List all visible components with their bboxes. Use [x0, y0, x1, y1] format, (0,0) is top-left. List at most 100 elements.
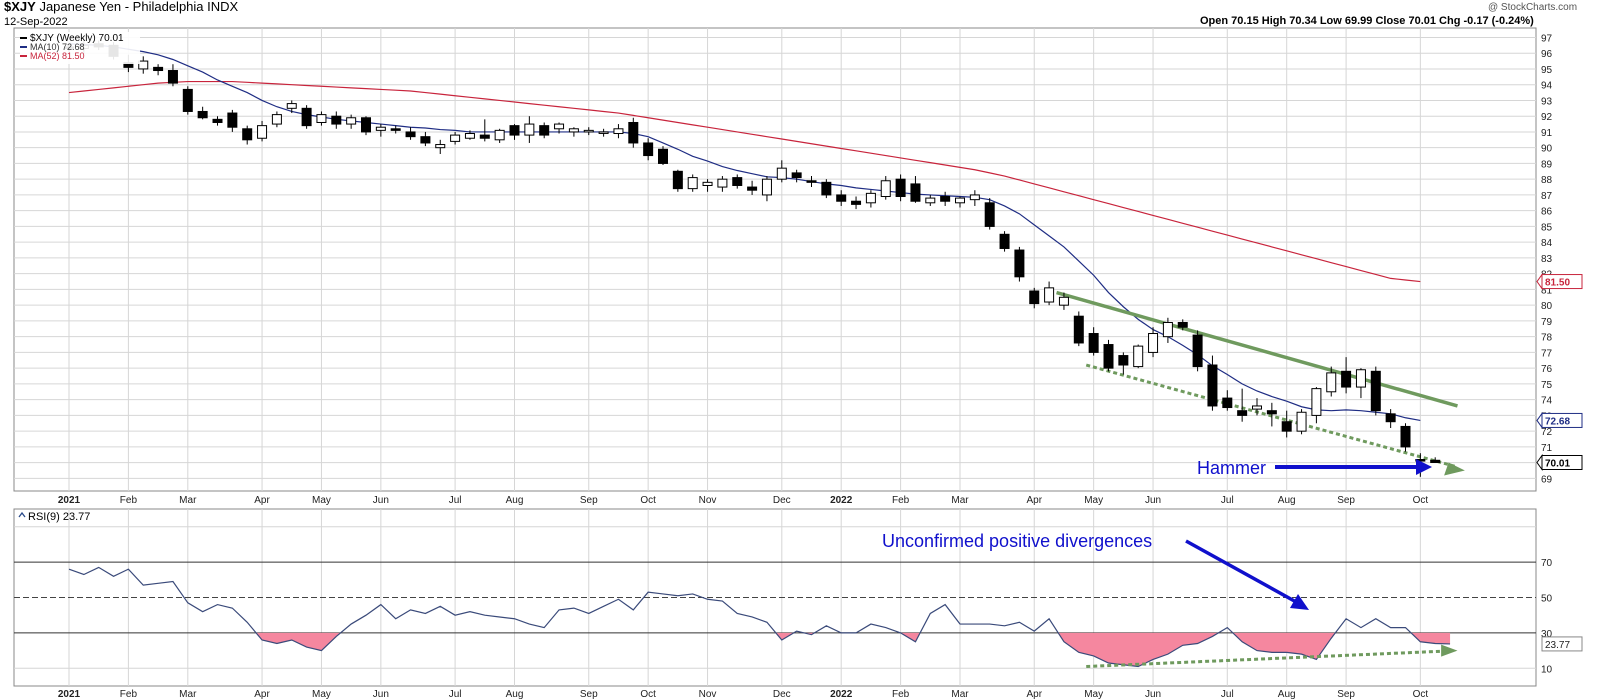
candle-body — [717, 178, 728, 188]
candle-body — [331, 115, 342, 125]
rsi-x-label: Feb — [892, 689, 910, 700]
ma52-badge: 81.50 — [1545, 278, 1570, 289]
candle-body — [598, 131, 609, 134]
ma10-badge-pointer — [1536, 411, 1543, 430]
close-badge-box — [1541, 454, 1583, 470]
legend-ma10: MA(10) 72.68 — [30, 42, 85, 52]
rsi-oversold-fill — [256, 632, 341, 651]
price-tick-label: 96 — [1541, 49, 1553, 60]
ma52-badge-box — [1541, 274, 1583, 290]
candle-body — [479, 134, 490, 139]
candle-body — [702, 181, 713, 186]
candle-body — [1400, 425, 1411, 448]
candle-body — [613, 128, 624, 135]
candle-body — [1385, 413, 1396, 423]
candle-body — [1311, 388, 1322, 416]
candle-body — [494, 129, 505, 141]
candle-body — [524, 123, 535, 136]
candle-body — [1266, 410, 1277, 415]
candle-body — [316, 114, 327, 123]
price-x-label: Jun — [1145, 495, 1161, 506]
hammer-arrowhead — [1416, 459, 1432, 475]
legend-price: $XJY (Weekly) 70.01 — [30, 33, 124, 44]
price-tick-label: 79 — [1541, 317, 1553, 328]
candle-body — [806, 180, 817, 183]
candle-body — [836, 194, 847, 202]
candle-body — [1177, 321, 1188, 328]
ma10-badge-box — [1541, 412, 1583, 428]
candle-body — [301, 107, 312, 127]
rsi-x-label: 2022 — [830, 689, 853, 700]
candle-body — [138, 60, 149, 70]
price-tick-label: 90 — [1541, 144, 1553, 155]
candle-body — [568, 128, 579, 133]
rsi-x-label: Aug — [1278, 689, 1296, 700]
rsi-legend: RSI(9) 23.77 — [28, 511, 90, 523]
price-tick-label: 89 — [1541, 159, 1553, 170]
legend-ma52: MA(52) 81.50 — [30, 51, 85, 61]
price-x-label: Jun — [373, 495, 389, 506]
candle-body — [539, 125, 550, 136]
rsi-x-label: Mar — [179, 689, 197, 700]
candle-body — [167, 70, 178, 84]
divergence-label: Unconfirmed positive divergences — [882, 531, 1152, 551]
price-x-label: Mar — [951, 495, 969, 506]
rsi-x-label: Dec — [773, 689, 791, 700]
candle-body — [346, 117, 357, 125]
price-tick-label: 71 — [1541, 443, 1553, 454]
price-x-label: Apr — [254, 495, 270, 506]
candle-body — [643, 142, 654, 157]
rsi-x-label: Sep — [580, 689, 598, 700]
candle-body — [1296, 411, 1307, 432]
price-x-label: Apr — [1026, 495, 1042, 506]
candle-body — [925, 197, 936, 204]
chart-title: $XJY Japanese Yen - Philadelphia INDX — [4, 0, 239, 14]
price-tick-label: 72 — [1541, 427, 1553, 438]
candle-body — [895, 178, 906, 198]
rsi-oversold-fill — [1058, 632, 1219, 667]
hammer-label: Hammer — [1197, 458, 1266, 478]
candle-body — [1029, 290, 1040, 305]
price-x-label: Oct — [640, 495, 656, 506]
candle-body — [984, 202, 995, 227]
rsi-legend-icon — [18, 511, 26, 518]
candle-body — [1252, 405, 1262, 410]
rsi-tick-label: 70 — [1541, 558, 1553, 569]
legend-bg — [20, 32, 140, 64]
rsi-x-label: Jul — [1221, 689, 1234, 700]
symbol: $XJY — [4, 0, 36, 14]
price-tick-label: 80 — [1541, 301, 1553, 312]
price-tick-label: 76 — [1541, 364, 1553, 375]
candle-body — [464, 133, 475, 139]
candle-body — [257, 125, 268, 139]
price-tick-label: 97 — [1541, 33, 1553, 44]
price-x-label: Mar — [179, 495, 197, 506]
candle-body — [940, 196, 951, 202]
exchange: INDX — [207, 0, 239, 14]
divergence-arrowhead — [1290, 594, 1309, 610]
candle-body — [1430, 459, 1441, 463]
candle-body — [375, 126, 386, 131]
candle-body — [880, 180, 891, 198]
price-x-label: Aug — [506, 495, 524, 506]
candle-body — [1341, 370, 1352, 388]
price-x-label: May — [1084, 495, 1103, 506]
candle-body — [554, 123, 565, 130]
price-tick-label: 87 — [1541, 191, 1553, 202]
candle-body — [776, 167, 787, 180]
candle-body — [1162, 321, 1173, 338]
candle-body — [212, 118, 223, 123]
ma52-line — [68, 80, 1421, 283]
candle-body — [1192, 334, 1203, 368]
candle-body — [821, 181, 832, 196]
candle-body — [1133, 345, 1144, 368]
price-tick-label: 85 — [1541, 222, 1553, 233]
rsi-x-label: Nov — [699, 689, 717, 700]
candle-body — [672, 170, 683, 190]
candle-body — [1058, 296, 1069, 306]
candle-body — [361, 117, 371, 133]
candle-body — [1118, 355, 1129, 366]
price-tick-label: 77 — [1541, 348, 1553, 359]
